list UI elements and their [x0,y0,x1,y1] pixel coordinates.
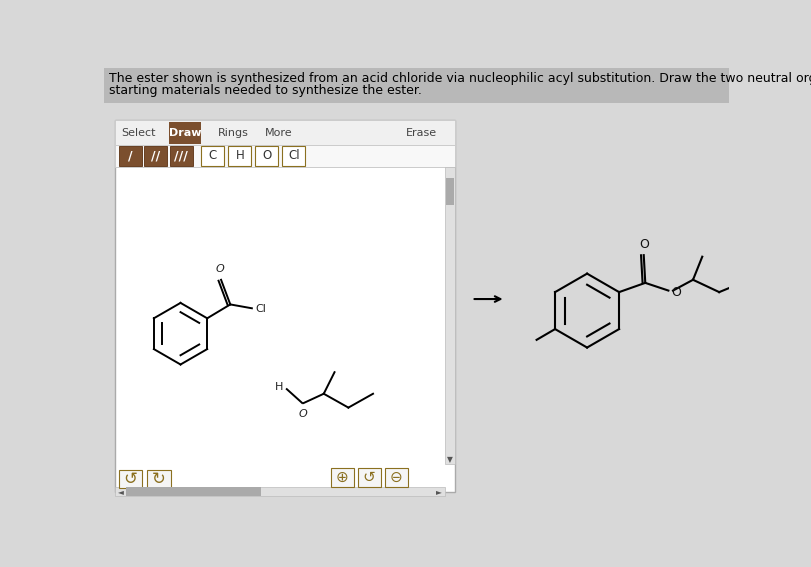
Text: ►: ► [436,487,442,496]
Bar [118,470,142,488]
Text: ↻: ↻ [152,470,165,488]
Text: Cl: Cl [255,304,265,314]
Bar [228,146,251,166]
Text: O: O [671,286,680,299]
Bar [115,145,455,167]
Text: O: O [262,149,271,162]
Bar [169,146,193,166]
Text: ⊖: ⊖ [389,470,402,485]
Text: C: C [208,149,217,162]
Bar [384,468,407,487]
Text: O: O [298,409,307,419]
Text: O: O [216,264,225,274]
Text: ↺: ↺ [363,470,375,485]
Bar [115,487,444,496]
Bar [282,146,305,166]
Text: More: More [265,128,293,138]
Bar [357,468,380,487]
Bar [115,120,455,492]
Text: Cl: Cl [288,149,299,162]
Bar [201,146,224,166]
Bar [115,120,455,145]
Text: O: O [638,238,648,251]
Text: /: / [128,149,133,162]
Text: ///: /// [174,149,188,162]
Text: //: // [151,149,161,162]
Bar [144,146,167,166]
Text: ⊕: ⊕ [336,470,348,485]
Bar [330,468,354,487]
Text: H: H [274,382,282,392]
Text: ↺: ↺ [123,470,137,488]
Bar [169,122,201,143]
Bar [148,470,170,488]
Bar [126,487,260,496]
Text: H: H [235,149,244,162]
Text: ▼: ▼ [447,455,453,464]
Text: Draw: Draw [169,128,201,138]
Text: ◄: ◄ [118,487,123,496]
Bar [255,146,278,166]
Bar [444,167,455,464]
Bar [103,68,728,103]
Text: Rings: Rings [217,128,248,138]
Text: Erase: Erase [406,128,436,138]
Text: Select: Select [122,128,156,138]
Bar [118,146,142,166]
Text: starting materials needed to synthesize the ester.: starting materials needed to synthesize … [109,84,421,97]
Text: The ester shown is synthesized from an acid chloride via nucleophilic acyl subst: The ester shown is synthesized from an a… [109,72,811,85]
Bar [445,178,453,205]
